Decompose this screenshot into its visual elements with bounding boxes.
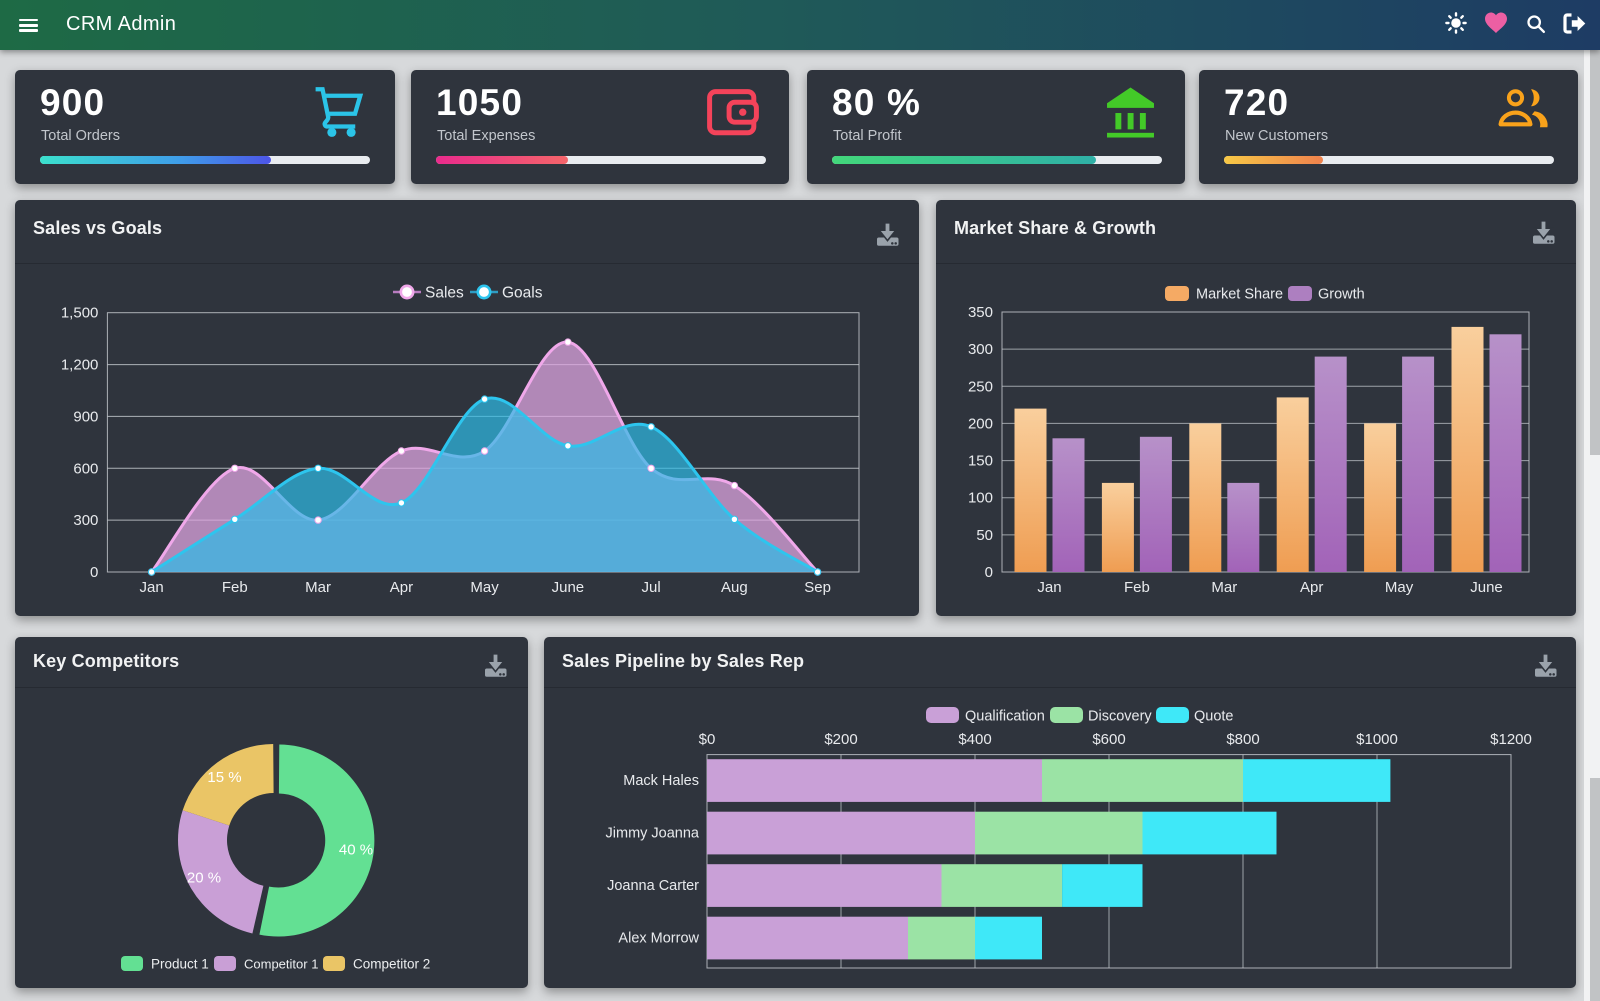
svg-text:40 %: 40 % xyxy=(339,842,373,859)
svg-text:Jul: Jul xyxy=(642,579,661,596)
svg-text:300: 300 xyxy=(968,341,993,358)
svg-text:Jan: Jan xyxy=(140,579,164,596)
svg-text:Goals: Goals xyxy=(502,285,543,302)
svg-text:150: 150 xyxy=(968,453,993,470)
svg-text:Apr: Apr xyxy=(390,579,413,596)
svg-text:$400: $400 xyxy=(958,731,991,748)
svg-text:Mack Hales: Mack Hales xyxy=(623,773,699,789)
svg-text:Feb: Feb xyxy=(222,579,248,596)
svg-text:$1000: $1000 xyxy=(1356,731,1398,748)
svg-text:50: 50 xyxy=(976,527,993,544)
svg-text:20 %: 20 % xyxy=(187,870,221,887)
svg-text:0: 0 xyxy=(985,564,993,581)
svg-text:Competitor 2: Competitor 2 xyxy=(353,957,430,972)
svg-text:Jan: Jan xyxy=(1037,579,1061,596)
svg-text:$1200: $1200 xyxy=(1490,731,1532,748)
svg-text:Qualification: Qualification xyxy=(965,709,1045,725)
svg-text:$600: $600 xyxy=(1092,731,1125,748)
svg-text:1,200: 1,200 xyxy=(61,357,99,374)
svg-text:Apr: Apr xyxy=(1300,579,1323,596)
svg-text:Jimmy Joanna: Jimmy Joanna xyxy=(606,826,700,842)
svg-text:Sep: Sep xyxy=(804,579,831,596)
svg-text:600: 600 xyxy=(73,460,98,477)
svg-text:$800: $800 xyxy=(1226,731,1259,748)
svg-text:Market Share: Market Share xyxy=(1196,287,1283,303)
svg-text:0: 0 xyxy=(90,564,98,581)
svg-text:Mar: Mar xyxy=(1211,579,1237,596)
svg-text:June: June xyxy=(552,579,585,596)
svg-text:Sales: Sales xyxy=(425,285,464,302)
svg-text:250: 250 xyxy=(968,378,993,395)
svg-text:Growth: Growth xyxy=(1318,287,1365,303)
svg-text:200: 200 xyxy=(968,415,993,432)
svg-text:Quote: Quote xyxy=(1194,709,1234,725)
svg-text:100: 100 xyxy=(968,490,993,507)
svg-text:Competitor 1: Competitor 1 xyxy=(244,957,318,972)
svg-text:June: June xyxy=(1470,579,1503,596)
svg-text:Product 1: Product 1 xyxy=(151,957,209,972)
svg-text:Aug: Aug xyxy=(721,579,748,596)
svg-text:$0: $0 xyxy=(699,731,716,748)
svg-text:May: May xyxy=(470,579,499,596)
svg-text:300: 300 xyxy=(73,512,98,529)
svg-text:900: 900 xyxy=(73,408,98,425)
svg-text:Discovery: Discovery xyxy=(1088,709,1152,725)
svg-text:May: May xyxy=(1385,579,1414,596)
svg-text:Feb: Feb xyxy=(1124,579,1150,596)
svg-text:Joanna Carter: Joanna Carter xyxy=(607,878,699,894)
svg-text:Alex Morrow: Alex Morrow xyxy=(618,931,699,947)
svg-text:1,500: 1,500 xyxy=(61,305,99,322)
svg-text:350: 350 xyxy=(968,304,993,321)
svg-text:$200: $200 xyxy=(824,731,857,748)
svg-text:Mar: Mar xyxy=(305,579,331,596)
svg-text:15 %: 15 % xyxy=(207,769,241,786)
